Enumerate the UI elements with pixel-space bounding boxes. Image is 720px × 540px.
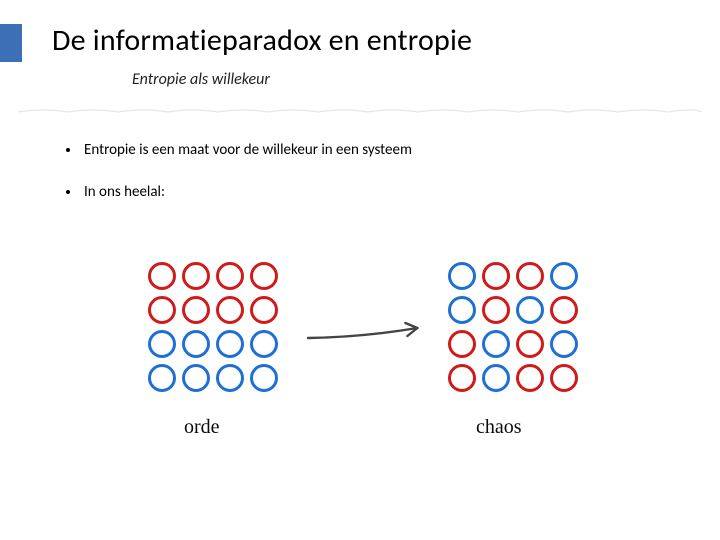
- blue-circle-icon: [516, 296, 544, 324]
- red-circle-icon: [448, 364, 476, 392]
- bullet-item: Entropie is een maat voor de willekeur i…: [66, 140, 680, 160]
- bullets: Entropie is een maat voor de willekeur i…: [66, 140, 680, 225]
- red-circle-icon: [148, 262, 176, 290]
- red-circle-icon: [216, 262, 244, 290]
- red-circle-icon: [250, 296, 278, 324]
- blue-circle-icon: [148, 364, 176, 392]
- red-circle-icon: [516, 330, 544, 358]
- red-circle-icon: [516, 364, 544, 392]
- blue-circle-icon: [550, 262, 578, 290]
- bullet-item: In ons heelal:: [66, 182, 680, 202]
- blue-circle-icon: [448, 296, 476, 324]
- separator-path: [18, 110, 702, 112]
- red-circle-icon: [250, 262, 278, 290]
- blue-circle-icon: [216, 330, 244, 358]
- red-circle-icon: [550, 296, 578, 324]
- caption-chaos: chaos: [476, 416, 522, 439]
- slide: De informatieparadox en entropie Entropi…: [0, 0, 720, 540]
- accent-block: [0, 24, 22, 62]
- red-circle-icon: [482, 296, 510, 324]
- blue-circle-icon: [148, 330, 176, 358]
- arrow-shaft: [308, 328, 417, 338]
- blue-circle-icon: [482, 364, 510, 392]
- blue-circle-icon: [448, 262, 476, 290]
- red-circle-icon: [182, 296, 210, 324]
- blue-circle-icon: [216, 364, 244, 392]
- caption-orde: orde: [184, 416, 220, 439]
- page-title: De informatieparadox en entropie: [52, 22, 472, 59]
- red-circle-icon: [550, 364, 578, 392]
- blue-circle-icon: [250, 364, 278, 392]
- separator: [18, 100, 702, 124]
- blue-circle-icon: [182, 364, 210, 392]
- entropy-diagram: orde chaos: [128, 262, 608, 482]
- bullet-text: Entropie is een maat voor de willekeur i…: [84, 140, 412, 160]
- red-circle-icon: [182, 262, 210, 290]
- subtitle: Entropie als willekeur: [132, 70, 270, 89]
- bullet-dot-icon: [66, 148, 70, 152]
- bullet-text: In ons heelal:: [84, 182, 165, 202]
- blue-circle-icon: [550, 330, 578, 358]
- arrow-icon: [304, 312, 434, 357]
- blue-circle-icon: [182, 330, 210, 358]
- blue-circle-icon: [250, 330, 278, 358]
- blue-circle-icon: [482, 330, 510, 358]
- red-circle-icon: [516, 262, 544, 290]
- red-circle-icon: [216, 296, 244, 324]
- red-circle-icon: [482, 262, 510, 290]
- bullet-dot-icon: [66, 190, 70, 194]
- red-circle-icon: [448, 330, 476, 358]
- red-circle-icon: [148, 296, 176, 324]
